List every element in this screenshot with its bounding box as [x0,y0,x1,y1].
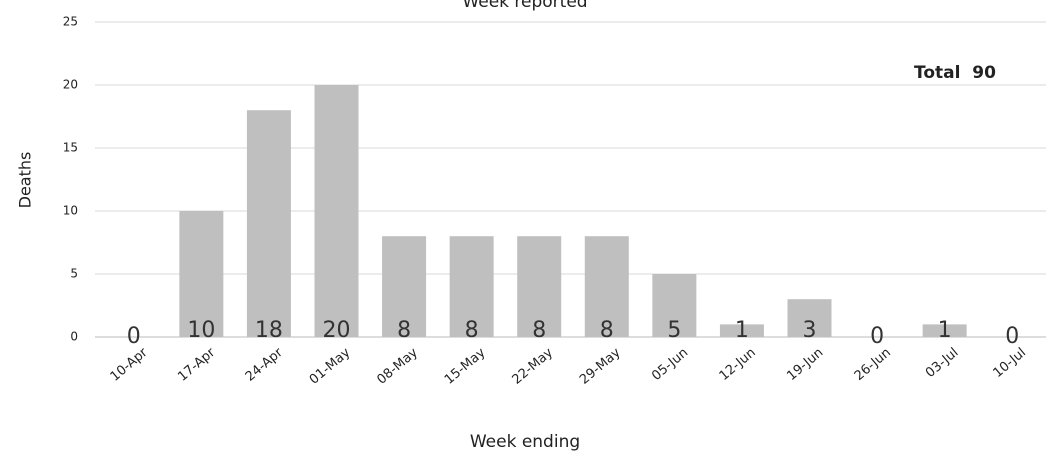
data-label: 1 [938,318,952,343]
y-tick-label: 10 [63,204,78,218]
data-label: 8 [397,318,411,343]
x-tick-label: 22-May [510,345,557,388]
x-tick-label: 01-May [307,345,354,388]
data-label: 5 [667,318,681,343]
y-tick-label: 25 [63,15,78,29]
y-axis-label: Deaths [16,152,35,209]
data-label: 20 [323,318,351,343]
annotation: Total 90 [914,63,996,83]
y-tick-label: 5 [70,267,78,281]
data-label: 1 [735,318,749,343]
x-tick-label: 15-May [442,345,489,388]
x-tick-label: 24-Apr [243,345,286,385]
bar [787,299,832,337]
bar [719,324,764,337]
data-label: 3 [803,318,817,343]
data-label: 18 [255,318,283,343]
data-label: 8 [600,318,614,343]
data-label: 0 [870,324,884,349]
x-tick-label: 03-Jul [923,345,961,381]
x-tick-label: 05-Jun [649,345,691,384]
x-tick-label: 08-May [374,345,421,388]
bar [246,110,291,337]
x-axis-label: Week ending [470,432,580,452]
y-tick-label: 0 [70,330,78,344]
y-tick-label: 15 [63,141,78,155]
data-label: 10 [187,318,215,343]
x-tick-label: 10-Apr [108,345,151,385]
data-label: 8 [465,318,479,343]
bar [449,236,494,337]
bar [382,236,427,337]
bar [652,274,697,337]
data-label: 8 [532,318,546,343]
y-tick-label: 20 [63,78,78,92]
x-tick-label: 19-Jun [784,345,826,384]
data-label: 0 [1005,324,1019,349]
bar [922,324,967,337]
chart-title: Week reported [462,0,587,12]
bar [517,236,562,337]
data-label: 0 [127,324,141,349]
bar [179,211,224,337]
x-tick-label: 12-Jun [717,345,759,384]
x-tick-label: 29-May [577,345,624,388]
x-tick-label: 10-Jul [991,345,1029,381]
bar [314,85,359,337]
x-tick-label: 26-Jun [852,345,894,384]
x-tick-label: 17-Apr [175,345,218,385]
bar [584,236,629,337]
